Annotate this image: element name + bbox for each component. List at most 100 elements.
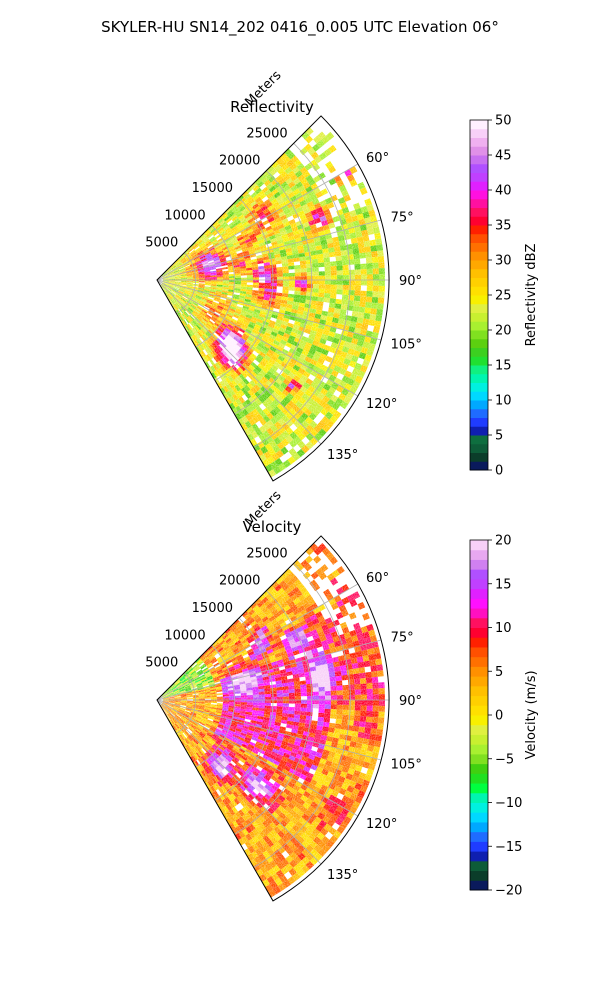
colorbar-segment	[470, 812, 488, 823]
colorbar-segment	[470, 435, 488, 445]
colorbar-segment	[470, 608, 488, 619]
azimuth-tick-label: 75°	[391, 210, 414, 225]
colorbar-segment	[470, 233, 488, 243]
azimuth-spoke	[156, 219, 382, 281]
radial-tick-label: 5000	[145, 236, 178, 251]
azimuth-spoke	[156, 639, 382, 701]
colorbar-segment	[470, 373, 488, 383]
colorbar-tick-label: −15	[495, 840, 522, 855]
azimuth-spoke	[156, 699, 322, 865]
colorbar-segment	[470, 715, 488, 726]
colorbar-label: Velocity (m/s)	[524, 670, 539, 759]
colorbar-segment	[470, 426, 488, 436]
colorbar-segment	[470, 724, 488, 735]
colorbar-segment	[470, 181, 488, 191]
colorbar-segment	[470, 277, 488, 287]
colorbar-segment	[470, 443, 488, 453]
colorbar-segment	[470, 295, 488, 305]
radial-tick-label: 25000	[246, 126, 287, 141]
azimuth-tick-label: 90°	[399, 694, 422, 709]
radial-tick-label: 20000	[219, 154, 260, 169]
colorbar-tick-label: 15	[495, 359, 512, 374]
colorbar-tick-label: 15	[495, 577, 512, 592]
colorbar-segment	[470, 207, 488, 217]
radial-tick-label: 10000	[164, 628, 205, 643]
colorbar-segment	[470, 763, 488, 774]
colorbar-tick-label: 5	[495, 429, 503, 444]
colorbar-segment	[470, 588, 488, 599]
colorbar-segment	[470, 880, 488, 891]
colorbar-segment	[470, 391, 488, 401]
range-ring	[253, 143, 351, 448]
colorbar-segment	[470, 685, 488, 697]
colorbar-segment	[470, 617, 488, 628]
radial-tick-label: 25000	[246, 546, 287, 561]
colorbar-tick-label: 0	[495, 464, 503, 479]
colorbar-segment	[470, 303, 488, 313]
colorbar-tick-label: 10	[495, 394, 512, 409]
colorbar-segment	[470, 569, 488, 580]
colorbar-label: Reflectivity dBZ	[524, 244, 539, 347]
colorbar-segment	[470, 312, 488, 322]
colorbar-segment	[470, 802, 488, 813]
colorbar-segment	[470, 870, 488, 881]
colorbar-tick-label: 35	[495, 219, 512, 234]
azimuth-spoke	[156, 699, 359, 817]
colorbar-segment	[470, 637, 488, 648]
colorbar-segment	[470, 646, 488, 658]
radial-tick-label: 15000	[192, 181, 233, 196]
azimuth-tick-label: 105°	[391, 338, 422, 353]
colorbar-segment	[470, 365, 488, 375]
azimuth-tick-label: 135°	[327, 448, 358, 463]
colorbar-segment	[470, 783, 488, 794]
azimuth-tick-label: 120°	[366, 397, 397, 412]
chart-panel-reflectivity: Reflectivity500010000150002000025000Mete…	[145, 68, 539, 482]
colorbar-tick-label: 45	[495, 149, 512, 164]
azimuth-spoke	[156, 279, 382, 341]
colorbar-tick-label: 40	[495, 184, 512, 199]
wedge-frame	[156, 535, 390, 902]
azimuth-tick-label: 60°	[366, 151, 389, 166]
colorbar-segment	[470, 146, 488, 156]
colorbar-segment	[470, 773, 488, 784]
colorbar-segment	[470, 627, 488, 638]
colorbar-segment	[470, 225, 488, 235]
colorbar-segment	[470, 695, 488, 706]
range-ring	[195, 645, 235, 768]
azimuth-spoke	[156, 699, 382, 761]
range-ring	[176, 672, 197, 734]
radial-tick-label: 10000	[164, 208, 205, 223]
colorbar-segment	[470, 190, 488, 200]
colorbar-segment	[470, 841, 488, 852]
colorbar-tick-label: −5	[495, 752, 514, 767]
colorbar-segment	[470, 128, 488, 138]
azimuth-spoke	[156, 279, 322, 445]
colorbar-segment	[470, 268, 488, 278]
colorbar-segment	[470, 356, 488, 366]
colorbar-segment	[470, 452, 488, 462]
data-field	[157, 115, 389, 481]
colorbar-segment	[470, 831, 488, 842]
colorbar-segment	[470, 330, 488, 340]
colorbar-segment	[470, 408, 488, 418]
colorbar-segment	[470, 198, 488, 208]
chart-panel-velocity: Velocity500010000150002000025000Meters60…	[145, 488, 539, 902]
colorbar-segment	[470, 242, 488, 252]
azimuth-tick-label: 120°	[366, 817, 397, 832]
colorbar-segment	[470, 598, 488, 609]
colorbar-tick-label: −20	[495, 884, 522, 899]
colorbar-segment	[470, 347, 488, 357]
colorbar-tick-label: 10	[495, 621, 512, 636]
data-field	[157, 535, 389, 901]
colorbar-segment	[470, 461, 488, 471]
colorbar-segment	[470, 137, 488, 147]
colorbar-tick-label: 0	[495, 709, 503, 724]
colorbar-segment	[470, 851, 488, 862]
colorbar-segment	[470, 578, 488, 590]
figure-title: SKYLER-HU SN14_202 0416_0.005 UTC Elevat…	[101, 18, 499, 37]
colorbar-segment	[470, 744, 488, 755]
colorbar-segment	[470, 753, 488, 765]
range-ring	[176, 252, 197, 314]
radial-tick-label: 20000	[219, 574, 260, 589]
colorbar-tick-label: 20	[495, 534, 512, 549]
